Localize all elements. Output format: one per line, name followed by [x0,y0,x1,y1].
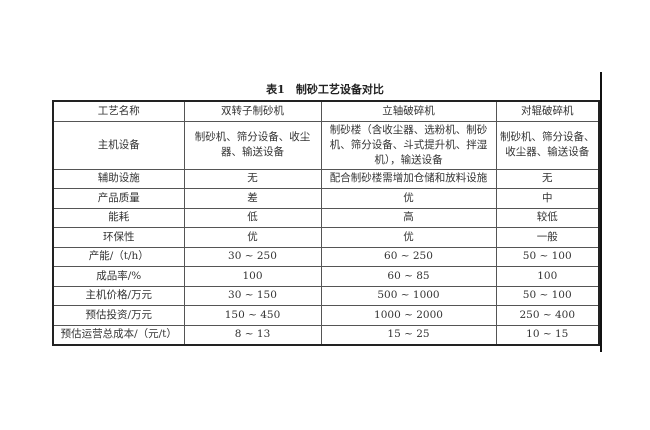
table-cell: 高 [320,207,497,228]
table-row: 环保性优优一般 [52,227,600,248]
row-label: 主机价格/万元 [52,285,185,306]
row-label: 环保性 [52,227,185,248]
table-cell: 低 [183,207,322,228]
table-cell: 一般 [495,227,600,248]
table-cell: 50 ~ 100 [495,285,600,306]
table-cell: 差 [183,188,322,209]
row-label: 主机设备 [52,120,185,170]
table-cell: 10 ~ 15 [495,324,600,346]
border-line [600,72,602,352]
table-row: 能耗低高较低 [52,207,600,228]
table-cell: 无 [495,168,600,189]
table-row: 预估运营总成本/（元/t） 8 ~ 13 15 ~ 25 10 ~ 15 [52,324,600,346]
table-cell: 15 ~ 25 [320,324,497,346]
table-cell: 优 [320,227,497,248]
table-cell: 60 ~ 85 [320,266,497,287]
row-label: 产品质量 [52,188,185,209]
row-label: 预估投资/万元 [52,305,185,326]
table-cell: 100 [495,266,600,287]
row-label: 产能/（t/h） [52,246,185,267]
table-cell: 30 ~ 150 [183,285,322,306]
table-row: 预估投资/万元 150 ~ 450 1000 ~ 2000 250 ~ 400 [52,305,600,326]
header-cell: 对辊破碎机 [495,100,600,122]
table-cell: 250 ~ 400 [495,305,600,326]
table-cell: 中 [495,188,600,209]
table-cell: 制砂楼（含收尘器、选粉机、制砂机、筛分设备、斗式提升机、拌湿机），输送设备 [320,120,497,170]
table-title: 表1 制砂工艺设备对比 [266,83,384,96]
table-cell: 优 [320,188,497,209]
table-cell: 优 [183,227,322,248]
table-cell: 1000 ~ 2000 [320,305,497,326]
table-row: 辅助设施无配合制砂楼需增加仓储和放料设施无 [52,168,600,189]
header-row: 工艺名称 双转子制砂机 立轴破碎机 对辊破碎机 [52,100,600,122]
row-label: 预估运营总成本/（元/t） [52,324,185,346]
row-label: 辅助设施 [52,168,185,189]
table-cell: 制砂机、筛分设备、收尘器、输送设备 [183,120,322,170]
header-cell: 立轴破碎机 [320,100,497,122]
table-cell: 50 ~ 100 [495,246,600,267]
header-cell: 工艺名称 [52,100,185,122]
table-cell: 150 ~ 450 [183,305,322,326]
table-row: 主机价格/万元 30 ~ 150 500 ~ 1000 50 ~ 100 [52,285,600,306]
row-label: 能耗 [52,207,185,228]
table-cell: 无 [183,168,322,189]
table-cell: 500 ~ 1000 [320,285,497,306]
row-label: 成品率/% [52,266,185,287]
table-cell: 配合制砂楼需增加仓储和放料设施 [320,168,497,189]
table-cell: 较低 [495,207,600,228]
table-cell: 8 ~ 13 [183,324,322,346]
table-cell: 30 ~ 250 [183,246,322,267]
table-row: 产能/（t/h） 30 ~ 250 60 ~ 250 50 ~ 100 [52,246,600,267]
table-row: 主机设备 制砂机、筛分设备、收尘器、输送设备 制砂楼（含收尘器、选粉机、制砂机、筛分… [52,120,600,170]
comparison-table: 工艺名称 双转子制砂机 立轴破碎机 对辊破碎机 主机设备 制砂机、筛分设备、收尘器… [52,100,600,346]
table-row: 产品质量差优中 [52,188,600,209]
table-cell: 制砂机、筛分设备、收尘器、输送设备 [495,120,600,170]
table-cell: 100 [183,266,322,287]
header-cell: 双转子制砂机 [183,100,322,122]
table-row: 成品率/% 100 60 ~ 85 100 [52,266,600,287]
table-cell: 60 ~ 250 [320,246,497,267]
